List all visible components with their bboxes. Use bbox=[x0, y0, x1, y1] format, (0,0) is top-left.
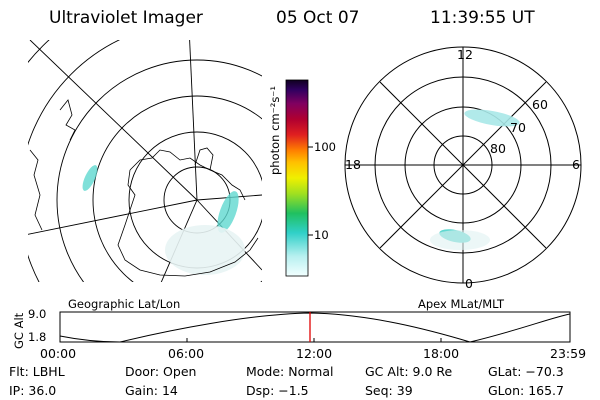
altitude-strip bbox=[59, 311, 571, 343]
mlt-label-0: 0 bbox=[465, 276, 473, 291]
time-tick-1800: 18:00 bbox=[423, 346, 460, 361]
mlt-label-12: 12 bbox=[457, 47, 473, 62]
mlat-label-60: 60 bbox=[532, 97, 548, 112]
info-gc-alt: GC Alt: 9.0 Re bbox=[365, 364, 453, 379]
mlt-label-18: 18 bbox=[345, 157, 361, 172]
colorbar-tick-100: 100 bbox=[314, 140, 336, 154]
info-flt: Flt: LBHL bbox=[9, 364, 65, 379]
alt-tick-1-8: 1.8 bbox=[28, 330, 47, 344]
time-tick-2359: 23:59 bbox=[550, 346, 587, 361]
colorbar-tick-10: 10 bbox=[314, 228, 329, 242]
colorbar-label: photon cm⁻²s⁻¹ bbox=[268, 86, 282, 175]
mlat-label-70: 70 bbox=[510, 120, 526, 135]
time-tick-0000: 00:00 bbox=[40, 346, 77, 361]
info-dsp: Dsp: −1.5 bbox=[246, 383, 309, 398]
info-mode: Mode: Normal bbox=[246, 364, 334, 379]
info-door: Door: Open bbox=[125, 364, 197, 379]
right-panel-label: Apex MLat/MLT bbox=[418, 297, 505, 311]
gc-alt-axis-label: GC Alt bbox=[12, 312, 26, 349]
date-label: 05 Oct 07 bbox=[276, 8, 360, 28]
lat-circle bbox=[92, 95, 262, 282]
mlat-label-80: 80 bbox=[490, 141, 506, 156]
alt-tick-9: 9.0 bbox=[28, 307, 47, 321]
info-glon: GLon: 165.7 bbox=[488, 383, 564, 398]
time-tick-1200: 12:00 bbox=[296, 346, 333, 361]
info-gain: Gain: 14 bbox=[125, 383, 178, 398]
left-panel-label: Geographic Lat/Lon bbox=[68, 297, 181, 311]
info-glat: GLat: −70.3 bbox=[488, 364, 564, 379]
app-title: Ultraviolet Imager bbox=[49, 8, 203, 28]
info-ip: IP: 36.0 bbox=[9, 383, 57, 398]
colorbar bbox=[285, 79, 309, 277]
time-tick-0600: 06:00 bbox=[168, 346, 205, 361]
lat-circle bbox=[56, 59, 262, 282]
info-seq: Seq: 39 bbox=[365, 383, 413, 398]
time-label: 11:39:55 UT bbox=[430, 8, 535, 28]
mlt-label-6: 6 bbox=[572, 157, 580, 172]
